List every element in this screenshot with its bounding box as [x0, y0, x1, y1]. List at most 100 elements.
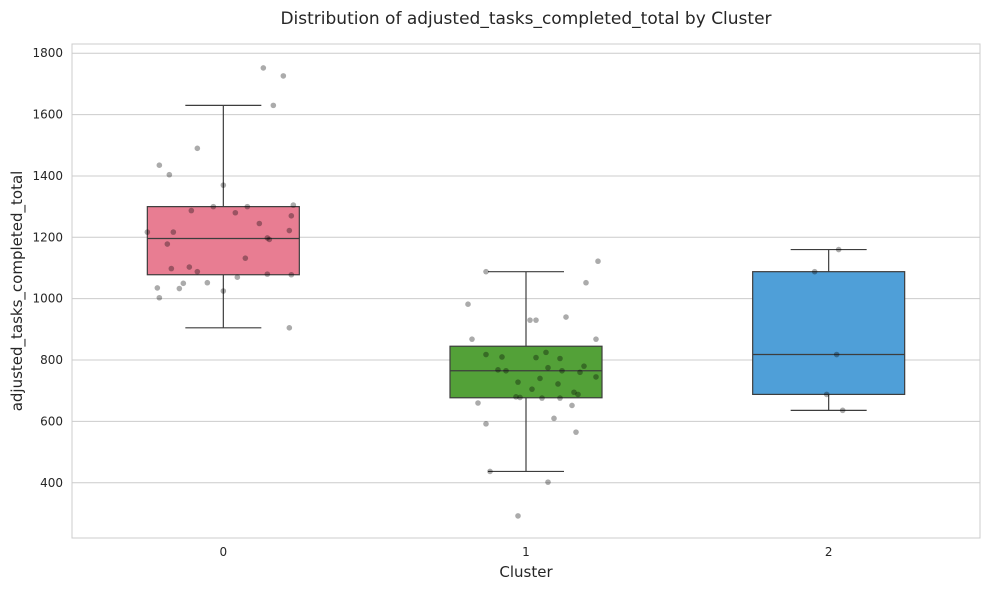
- data-point: [242, 255, 249, 261]
- data-point: [204, 279, 211, 286]
- box-iqr: [752, 271, 906, 396]
- data-point: [166, 171, 173, 178]
- data-point: [232, 209, 239, 216]
- data-point: [595, 258, 601, 265]
- data-point: [156, 162, 163, 168]
- x-tick-label: 1: [522, 545, 530, 559]
- box-series: [146, 104, 906, 473]
- data-point: [581, 363, 587, 369]
- data-point: [487, 468, 493, 475]
- data-point: [823, 391, 830, 398]
- data-point: [555, 381, 561, 387]
- data-point: [290, 202, 297, 208]
- box-iqr: [449, 345, 603, 399]
- data-point: [545, 364, 551, 371]
- data-point: [495, 367, 501, 373]
- data-point: [575, 391, 581, 398]
- data-point: [475, 400, 481, 406]
- data-point: [539, 395, 545, 401]
- data-point: [469, 336, 475, 342]
- data-point: [280, 73, 287, 79]
- y-tick-label: 600: [40, 414, 63, 428]
- data-point: [557, 355, 563, 362]
- box-1: [449, 271, 603, 473]
- y-tick-label: 1800: [32, 46, 63, 60]
- box-0: [146, 104, 300, 329]
- data-point: [220, 182, 227, 188]
- data-point: [483, 351, 489, 358]
- box-iqr: [146, 206, 300, 276]
- data-point: [483, 421, 489, 427]
- box-2: [752, 248, 906, 411]
- y-axis-label: adjusted_tasks_completed_total: [8, 171, 27, 412]
- data-point: [156, 294, 163, 301]
- data-point: [537, 375, 543, 382]
- data-point: [260, 65, 267, 71]
- data-point: [833, 351, 840, 358]
- y-tick-label: 1400: [32, 169, 63, 183]
- data-point: [188, 207, 195, 214]
- data-point: [194, 145, 201, 152]
- data-point: [593, 336, 599, 342]
- data-point: [154, 285, 161, 291]
- data-point: [499, 354, 505, 360]
- data-point: [839, 407, 846, 414]
- x-axis-label: Cluster: [499, 563, 553, 581]
- data-point: [288, 213, 295, 219]
- data-point: [286, 227, 293, 234]
- data-point: [180, 280, 187, 287]
- data-point: [515, 513, 521, 519]
- data-point: [569, 402, 575, 409]
- data-point: [266, 236, 273, 243]
- y-tick-label: 800: [40, 353, 63, 367]
- data-point: [577, 369, 583, 376]
- data-point: [593, 374, 599, 380]
- data-point: [288, 271, 295, 278]
- data-point: [144, 229, 151, 235]
- data-point: [515, 379, 521, 385]
- data-point: [559, 367, 565, 374]
- data-point: [256, 220, 263, 227]
- data-point: [170, 229, 177, 235]
- x-tick-label: 0: [220, 545, 228, 559]
- data-point: [465, 301, 471, 307]
- data-point: [543, 349, 549, 356]
- x-tick-labels: 0 1 2: [220, 545, 833, 559]
- data-point: [527, 317, 533, 323]
- data-point: [234, 274, 241, 280]
- data-point: [573, 429, 579, 435]
- data-point: [545, 479, 551, 485]
- y-tick-label: 1600: [32, 108, 63, 122]
- data-point: [551, 415, 557, 422]
- data-point: [533, 317, 539, 323]
- data-point: [513, 394, 519, 400]
- data-point: [168, 265, 175, 272]
- data-point: [835, 246, 842, 253]
- data-point: [583, 279, 589, 286]
- data-point: [557, 395, 563, 401]
- data-point: [264, 235, 271, 241]
- data-point: [264, 271, 271, 277]
- data-point: [503, 367, 509, 374]
- data-point: [270, 102, 277, 109]
- chart-title: Distribution of adjusted_tasks_completed…: [280, 9, 771, 29]
- y-tick-label: 400: [40, 476, 63, 490]
- data-point: [483, 268, 489, 275]
- data-point: [811, 268, 818, 275]
- strip-points: [144, 65, 846, 519]
- y-tick-labels: 400 600 800 1000 1200 1400 1600 1800: [32, 46, 63, 490]
- data-point: [244, 203, 251, 210]
- data-point: [571, 389, 577, 396]
- data-point: [164, 241, 171, 247]
- y-tick-label: 1200: [32, 230, 63, 244]
- data-point: [210, 203, 217, 210]
- y-tick-label: 1000: [32, 292, 63, 306]
- data-point: [517, 394, 523, 401]
- data-point: [533, 354, 539, 361]
- x-tick-label: 2: [825, 545, 833, 559]
- data-point: [220, 288, 227, 294]
- data-point: [529, 386, 535, 392]
- data-point: [176, 285, 183, 292]
- data-point: [186, 264, 193, 270]
